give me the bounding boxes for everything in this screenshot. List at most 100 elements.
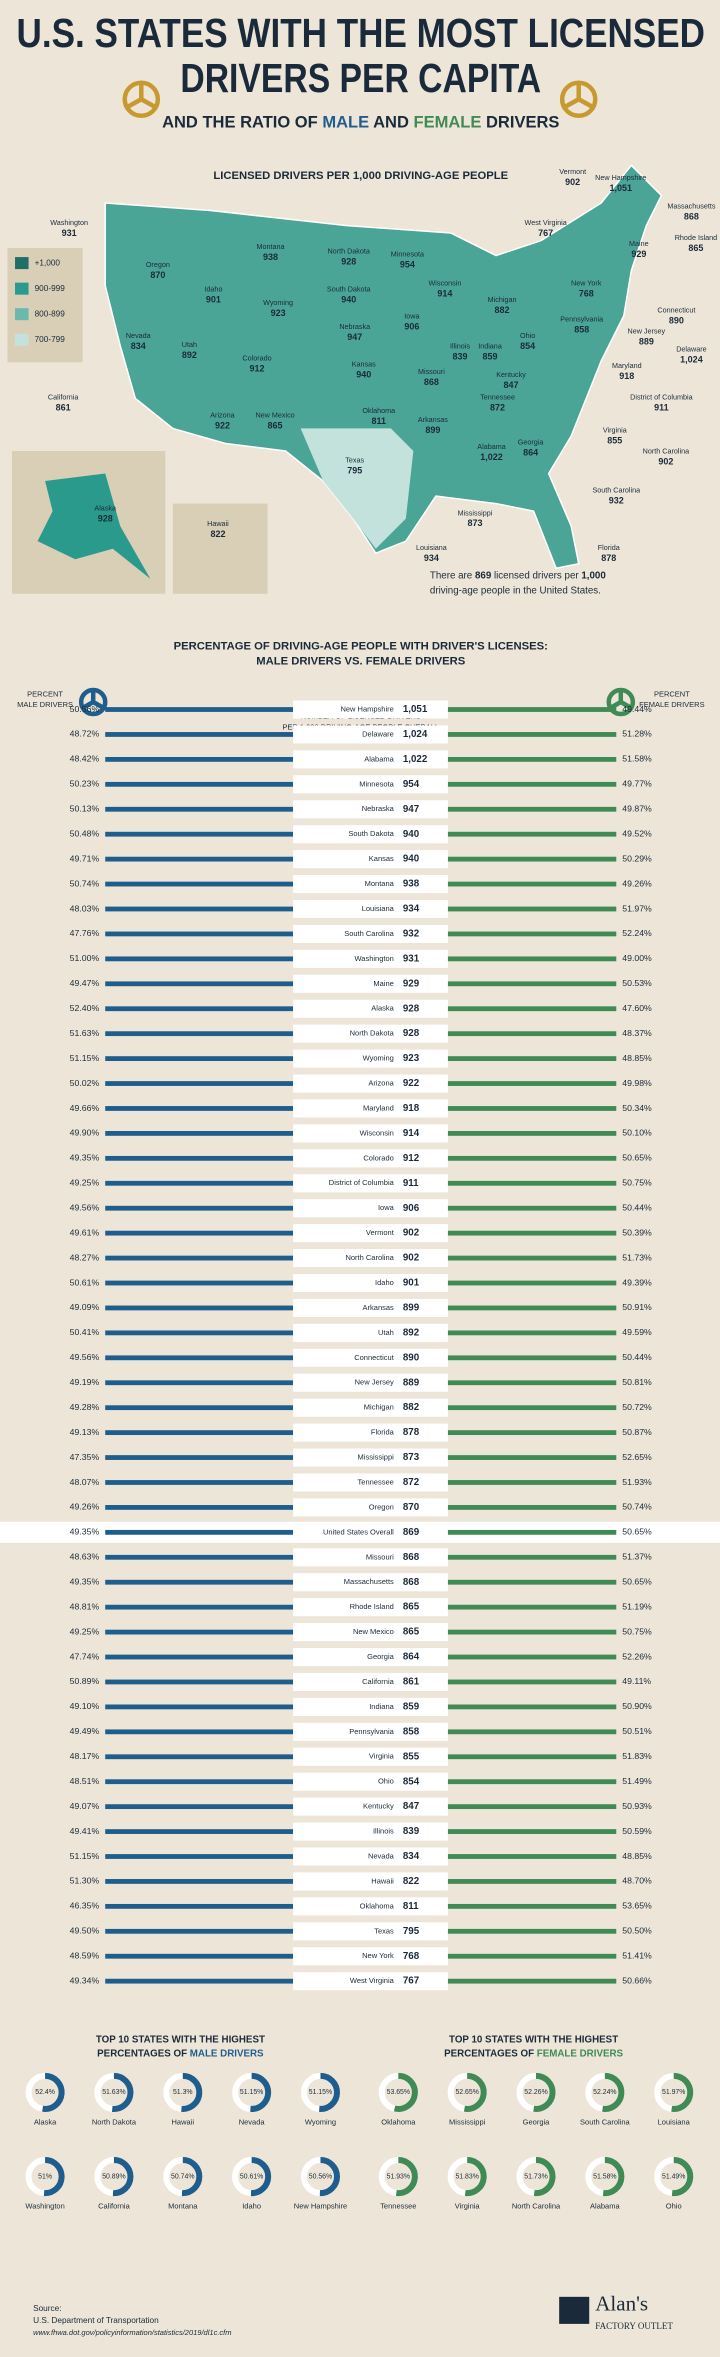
title-line2: DRIVERS PER CAPITA: [180, 55, 541, 101]
female-bar: [447, 1729, 617, 1735]
driver-count: 928: [403, 1028, 420, 1039]
state-value: 911: [654, 403, 669, 413]
state-name: Hawaii: [207, 519, 229, 528]
male-axis-label: MALE DRIVERS: [17, 700, 73, 709]
male-bar: [105, 707, 294, 712]
driver-count: 902: [403, 1228, 420, 1239]
male-percent: 48.03%: [70, 903, 100, 913]
top10-title-part: PERCENTAGES OF: [97, 2048, 190, 2059]
state-value: 890: [669, 315, 684, 325]
female-bar: [447, 1205, 617, 1211]
male-percent: 49.26%: [70, 1502, 100, 1512]
state-name: Maine: [373, 979, 393, 988]
state-name: North Dakota: [350, 1029, 395, 1038]
state-name: New Hampshire: [340, 705, 393, 714]
male-percent: 51.63%: [70, 1028, 100, 1038]
subtitle-part: AND THE RATIO OF: [162, 113, 322, 132]
state-value: 938: [263, 252, 278, 262]
state-value: 934: [424, 553, 439, 563]
donut-state: Idaho: [242, 2202, 261, 2211]
wheel-icon: [78, 687, 108, 717]
female-percent: 50.51%: [622, 1726, 652, 1736]
female-percent: 49.44%: [622, 704, 652, 714]
driver-count: 928: [403, 1003, 420, 1014]
male-percent: 50.02%: [70, 1078, 100, 1088]
state-name: Wisconsin: [360, 1128, 394, 1137]
male-bar: [105, 1679, 294, 1685]
driver-count: 858: [403, 1726, 420, 1737]
female-percent: 50.65%: [622, 1527, 652, 1537]
state-name: Tennessee: [480, 393, 515, 402]
state-name: Vermont: [559, 167, 586, 176]
donut-state: Mississippi: [449, 2117, 486, 2126]
state-name: Ohio: [520, 331, 535, 340]
male-percent: 48.07%: [70, 1477, 100, 1487]
state-name: Texas: [345, 456, 364, 465]
male-bar: [105, 1155, 294, 1161]
female-bar: [447, 1679, 617, 1685]
driver-count: 865: [403, 1627, 420, 1638]
male-percent: 51.00%: [70, 953, 100, 963]
driver-count: 1,024: [403, 729, 428, 740]
male-percent: 48.72%: [70, 729, 100, 739]
donut-state: Louisiana: [658, 2117, 691, 2126]
driver-count: 767: [403, 1976, 419, 1987]
male-bar: [105, 906, 294, 912]
state-value: 859: [483, 351, 498, 361]
driver-count: 889: [403, 1377, 420, 1388]
state-value: 902: [658, 457, 673, 467]
title-line1: U.S. STATES WITH THE MOST LICENSED: [17, 10, 705, 56]
state-value: 864: [523, 448, 538, 458]
driver-count: 899: [403, 1303, 420, 1314]
state-name: Oklahoma: [360, 1901, 395, 1910]
female-bar: [447, 1455, 617, 1460]
state-name: North Carolina: [643, 447, 689, 456]
male-percent: 49.50%: [70, 1926, 100, 1936]
male-bar: [105, 1031, 294, 1037]
donut-arc: [181, 2157, 203, 2197]
female-bar: [447, 1804, 617, 1810]
male-bar: [105, 1879, 294, 1884]
female-bar: [447, 1978, 617, 1984]
donut-state: North Dakota: [92, 2117, 137, 2126]
center-box: [293, 1049, 448, 1068]
state-value: 878: [601, 553, 616, 563]
state-name: Kansas: [352, 359, 376, 368]
donut-state: Tennessee: [380, 2202, 416, 2211]
donut-state: Georgia: [523, 2117, 551, 2126]
donut-label: 52.4%: [35, 2089, 55, 2096]
driver-count: 902: [403, 1253, 420, 1264]
state-name: Arizona: [368, 1079, 394, 1088]
center-box: [293, 949, 448, 968]
center-box: [293, 1598, 448, 1617]
female-percent: 50.91%: [622, 1302, 652, 1312]
driver-count: 872: [403, 1477, 420, 1488]
male-bar: [105, 1903, 294, 1909]
female-bar: [447, 1604, 617, 1610]
state-name: Rhode Island: [675, 233, 717, 242]
male-percent: 47.35%: [70, 1452, 100, 1462]
male-bar: [105, 1829, 294, 1834]
female-percent: 50.93%: [622, 1801, 652, 1811]
male-bar: [105, 1505, 294, 1510]
center-box: [293, 1623, 448, 1642]
driver-count: 861: [403, 1677, 420, 1688]
male-bar: [105, 1754, 294, 1760]
female-bar: [447, 1704, 617, 1710]
state-value: 1,024: [680, 354, 703, 364]
state-value: 854: [520, 341, 535, 351]
driver-count: 929: [403, 978, 420, 989]
female-percent: 48.70%: [622, 1876, 652, 1886]
state-value: 768: [579, 288, 594, 298]
male-bar: [105, 1480, 294, 1485]
donut-label: 51.3%: [173, 2089, 193, 2096]
top10-title: PERCENTAGES OF FEMALE DRIVERS: [444, 2048, 623, 2059]
state-value: 822: [210, 529, 225, 539]
state-name: Kansas: [369, 854, 394, 863]
driver-count: 795: [403, 1926, 420, 1937]
donut-arc: [671, 2157, 694, 2197]
state-value: 923: [271, 308, 286, 318]
male-bar: [105, 1405, 294, 1411]
male-percent: 48.27%: [70, 1252, 100, 1262]
center-box: [293, 1298, 448, 1317]
